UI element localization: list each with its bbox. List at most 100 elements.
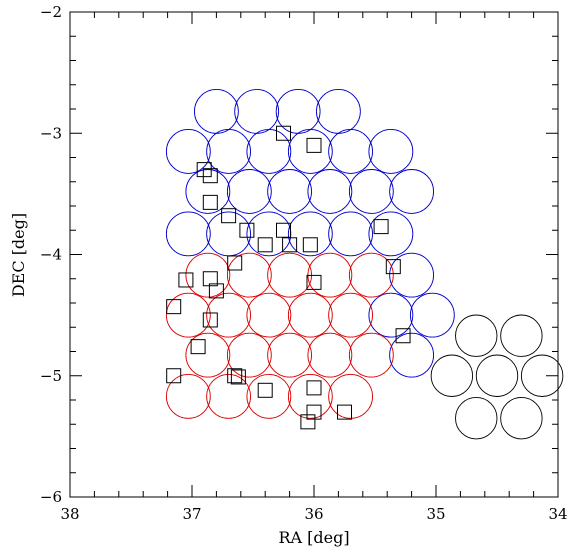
field-circle (328, 373, 374, 419)
field-circle (368, 292, 414, 338)
source-square-marker (178, 272, 194, 288)
x-tick-label: 37 (182, 505, 201, 523)
field-circle (430, 354, 474, 397)
field-circle (165, 373, 211, 419)
source-square-marker (257, 237, 273, 253)
field-circle (267, 169, 313, 214)
plot-frame (69, 11, 559, 498)
field-circle (246, 292, 292, 338)
field-circle (226, 252, 272, 298)
field-circle (267, 332, 313, 378)
field-circle (389, 332, 435, 378)
field-circle (185, 332, 231, 378)
field-circle (206, 292, 252, 338)
source-square-marker (257, 382, 273, 398)
field-circle (226, 169, 272, 214)
source-square-marker (166, 368, 182, 384)
source-square-marker (306, 404, 322, 420)
field-circle (226, 332, 272, 378)
field-circle (287, 373, 333, 419)
x-tick-label: 35 (426, 505, 445, 523)
field-circle (206, 373, 252, 419)
source-square-marker (227, 368, 243, 384)
field-circle (368, 129, 414, 174)
field-circle (234, 89, 280, 134)
field-circle (307, 332, 353, 378)
source-square-marker (385, 259, 401, 275)
field-circle (193, 89, 239, 134)
y-axis-label: DEC [deg] (9, 213, 28, 297)
field-circle (307, 169, 353, 214)
source-square-marker (306, 380, 322, 396)
y-tick-label: −3 (40, 124, 62, 142)
field-circle (206, 211, 252, 257)
axes-layer (69, 11, 559, 498)
labels-layer: RA [deg] DEC [deg] (9, 213, 350, 547)
field-circle (328, 129, 374, 174)
y-tick-label: −6 (40, 488, 62, 506)
y-tick-label: −4 (40, 246, 62, 264)
field-circle (409, 292, 455, 338)
field-circle (246, 373, 292, 419)
field-circle (500, 314, 543, 357)
field-circle (165, 211, 211, 257)
field-circle (348, 332, 394, 378)
field-circle (348, 252, 394, 298)
field-circle (389, 169, 435, 214)
source-square-marker (202, 194, 218, 210)
field-circle (287, 129, 333, 174)
field-circle (287, 292, 333, 338)
y-tick-label: −5 (40, 367, 62, 385)
source-square-marker (202, 271, 218, 287)
x-tick-label: 38 (60, 505, 79, 523)
source-square-marker (196, 162, 212, 178)
field-circle (500, 396, 543, 440)
source-square-marker (306, 137, 322, 153)
source-square-marker (276, 222, 291, 238)
field-circle (165, 129, 211, 174)
x-tick-label: 34 (548, 505, 567, 523)
field-circle (275, 89, 321, 134)
source-square-marker (302, 237, 318, 253)
ticks-layer: 38 37 36 35 34 −2 −3 −4 −5 −6 (40, 3, 568, 523)
source-square-marker (227, 255, 243, 271)
field-circle (315, 89, 361, 134)
source-square-marker (337, 404, 352, 420)
field-circle (455, 396, 498, 440)
x-tick-label: 36 (304, 505, 323, 523)
field-circle (165, 292, 211, 338)
field-circle (389, 252, 435, 298)
field-circle (520, 354, 564, 397)
source-square-marker (282, 237, 298, 253)
field-circle (368, 211, 414, 257)
field-circle (348, 169, 394, 214)
field-circle (455, 314, 498, 357)
field-circle (267, 252, 313, 298)
source-square-marker (395, 328, 411, 344)
source-square-marker (208, 283, 224, 299)
field-circle (328, 211, 374, 257)
source-square-marker (373, 219, 389, 235)
marks-layer (165, 89, 564, 440)
field-circle (185, 169, 231, 214)
field-circle (185, 252, 231, 298)
source-square-marker (239, 222, 255, 238)
source-square-marker (276, 125, 291, 141)
source-square-marker (221, 208, 237, 224)
source-square-marker (202, 312, 218, 328)
field-circle (287, 211, 333, 257)
field-circle (328, 292, 374, 338)
source-square-marker (166, 299, 182, 315)
field-circle (206, 129, 252, 174)
source-square-marker (230, 369, 246, 385)
field-circle (475, 354, 519, 397)
y-tick-label: −2 (40, 3, 62, 21)
source-square-marker (202, 168, 218, 184)
source-square-marker (190, 339, 206, 355)
source-square-marker (306, 274, 322, 290)
field-circle (246, 129, 292, 174)
x-axis-label: RA [deg] (278, 528, 349, 547)
source-square-marker (300, 414, 316, 430)
